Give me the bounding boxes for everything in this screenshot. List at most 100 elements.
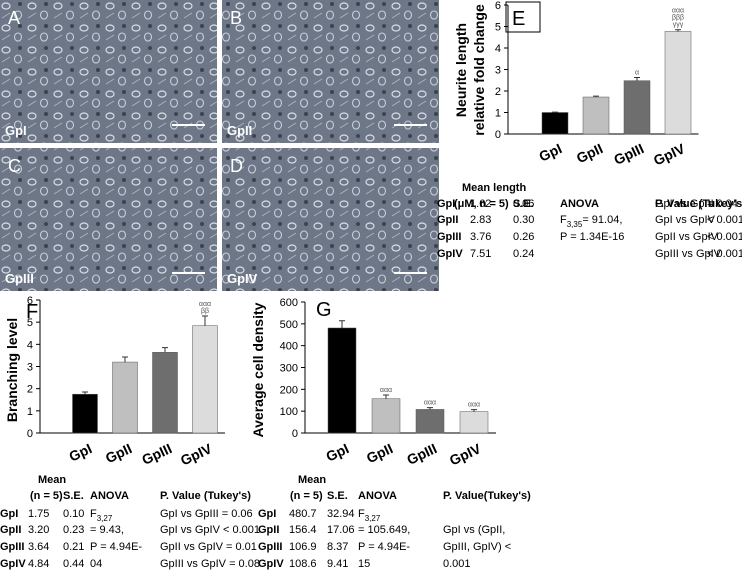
micrograph — [222, 0, 439, 143]
row-label: GpIII — [0, 541, 24, 553]
significance-mark: γγγ — [673, 22, 684, 29]
table-header: ANOVA — [358, 490, 397, 502]
x-tick-label: GpIV — [178, 440, 215, 469]
bar — [623, 80, 651, 135]
table-cell: P = 4.94E- — [90, 541, 142, 553]
stat-value: = 91.04, — [582, 214, 622, 226]
x-tick-label: GpII — [364, 440, 395, 466]
degrees-of-freedom: 3,27 — [365, 514, 381, 523]
table-cell: 0.44 — [63, 558, 84, 570]
bar — [415, 409, 445, 434]
error-bar — [383, 394, 389, 399]
table-header: S.E. — [513, 198, 534, 210]
image-caption: GpIV — [227, 271, 258, 286]
table-cell: P = 4.94E- — [358, 541, 410, 553]
table-header: Mean — [298, 474, 326, 486]
y-axis-label: relative fold change — [471, 4, 487, 136]
table-cell: GpII vs GpIV = 0.01 — [160, 541, 257, 553]
x-tick-label: GpIII — [404, 440, 439, 468]
table-header: (n = 5) — [30, 490, 63, 502]
x-tick-label: GpII — [574, 140, 605, 166]
error-bar — [427, 407, 433, 410]
table-header: S.E. — [63, 490, 84, 502]
table-header: Mean length — [462, 182, 526, 194]
error-bar — [339, 320, 345, 328]
anova-stat: F3,27 — [358, 508, 381, 523]
error-bar — [122, 356, 128, 363]
x-tick-label: GpII — [103, 440, 134, 466]
significance-mark: ααα — [424, 400, 436, 407]
y-tick-label: 4 — [495, 43, 501, 55]
x-tick-label: GpIII — [611, 140, 646, 168]
table-cell: 04 — [90, 558, 102, 570]
row-label: GpIV — [437, 248, 463, 260]
y-tick-label: 500 — [280, 319, 298, 331]
table-cell: < 0.001 — [707, 214, 742, 226]
table-cell: 4.84 — [28, 558, 49, 570]
significance-mark: ααα — [672, 8, 684, 15]
significance-mark: ααα — [380, 387, 392, 394]
row-label: GpI — [258, 508, 276, 520]
table-cell: GpIII vs GpIV = 0.08 — [160, 558, 260, 570]
bar — [541, 112, 569, 135]
error-bar — [675, 29, 681, 32]
panel-label: B — [230, 8, 242, 28]
y-tick-label: 100 — [280, 406, 298, 418]
table-cell: 108.6 — [289, 558, 317, 570]
table-cell: 9.41 — [327, 558, 348, 570]
bar — [152, 352, 178, 434]
table-cell: 0.23 — [63, 524, 84, 536]
y-tick-label: 0 — [292, 428, 298, 440]
y-tick-label: 2 — [27, 384, 33, 396]
y-tick-label: 3 — [27, 362, 33, 374]
x-tick-label: GpIV — [651, 140, 688, 169]
table-cell: GpI vs GpIV < 0.001 — [160, 524, 260, 536]
row-label: GpII — [0, 524, 21, 536]
bar — [327, 327, 357, 434]
stat-symbol: F — [90, 508, 97, 520]
y-tick-label: 200 — [280, 384, 298, 396]
error-bar — [634, 76, 640, 81]
error-bar — [593, 95, 599, 98]
error-bar — [471, 409, 477, 412]
bar — [371, 398, 401, 434]
y-tick-label: 0 — [495, 129, 501, 141]
error-bar — [162, 347, 168, 353]
panel-label: E — [512, 8, 525, 30]
table-header: ANOVA — [90, 490, 129, 502]
table-cell: 0.30 — [513, 214, 534, 226]
table-cell: 8.37 — [327, 541, 348, 553]
table-cell: GpI vs GpIII — [655, 198, 714, 210]
bar — [459, 411, 489, 434]
table-cell: 156.4 — [289, 524, 317, 536]
table-cell: 3.20 — [28, 524, 49, 536]
error-bar — [82, 391, 88, 395]
y-tick-label: 600 — [280, 297, 298, 309]
bar — [582, 96, 610, 135]
table-cell: 1.62 — [470, 198, 491, 210]
micrograph — [0, 0, 217, 143]
table-cell: 3.64 — [28, 541, 49, 553]
y-tick-label: 3 — [495, 65, 501, 77]
significance-mark: ααα — [468, 402, 480, 409]
table-cell: GpI vs (GpII, — [443, 524, 505, 536]
y-tick-label: 6 — [495, 0, 501, 12]
bar — [72, 393, 98, 434]
bar — [112, 361, 138, 434]
image-caption: GpIII — [5, 271, 34, 286]
table-cell: = 9.43, — [90, 524, 124, 536]
row-label: GpII — [437, 214, 458, 226]
table-header: (μM, n = 5) — [454, 198, 509, 210]
x-tick-label: GpI — [323, 440, 351, 464]
table-cell: 480.7 — [289, 508, 317, 520]
y-tick-label: 6 — [27, 295, 33, 307]
y-tick-label: 1 — [27, 406, 33, 418]
table-cell: 32.94 — [327, 508, 355, 520]
x-tick-label: GpIII — [139, 440, 174, 468]
table-cell: 0.001 — [443, 558, 471, 570]
y-tick-label: 300 — [280, 363, 298, 375]
micrograph — [222, 148, 439, 291]
row-label: GpIV — [0, 558, 26, 570]
y-axis-label: Neurite length — [453, 23, 469, 117]
